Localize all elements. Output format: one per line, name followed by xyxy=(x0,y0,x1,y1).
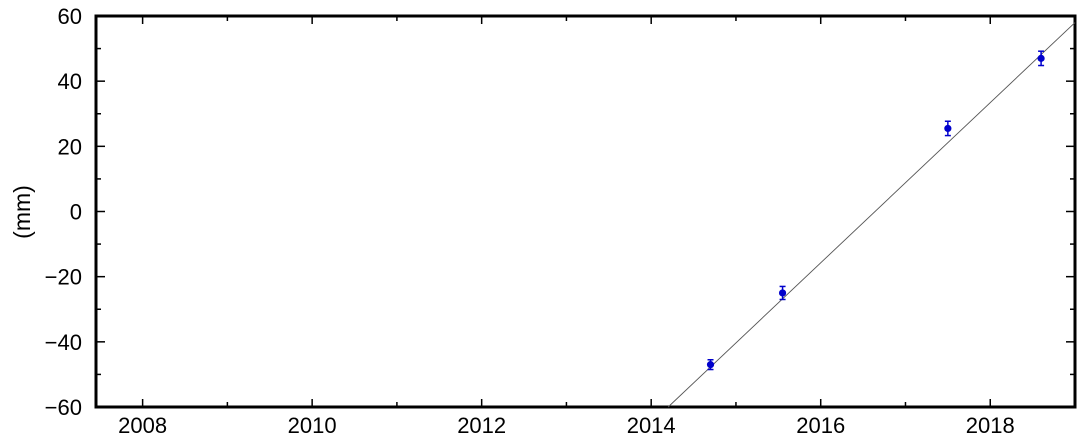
trend-line xyxy=(667,22,1076,408)
axis-ticks xyxy=(96,15,1076,408)
x-tick-label: 2018 xyxy=(966,413,1015,438)
x-tick-label: 2010 xyxy=(288,413,337,438)
data-point xyxy=(706,361,715,369)
plot-frame-group xyxy=(94,14,1077,409)
trend-line-group xyxy=(667,22,1076,408)
data-point xyxy=(944,124,952,133)
x-tick-label: 2012 xyxy=(457,413,506,438)
data-points xyxy=(706,50,1045,371)
y-tick-label: 60 xyxy=(58,4,82,29)
y-tick-label: 40 xyxy=(58,69,82,94)
plot-frame xyxy=(94,14,1077,409)
axis-tick-labels: 2008 2010 2012 2014 2016 2018 −60 −40 −20 0 20 40 60 xyxy=(45,4,1015,438)
y-tick-label: 0 xyxy=(70,200,82,225)
x-tick-label: 2014 xyxy=(627,413,676,438)
y-tick-label: −20 xyxy=(45,265,82,290)
data-point xyxy=(778,289,787,297)
data-point xyxy=(1037,54,1045,62)
y-tick-label: 20 xyxy=(58,134,82,159)
x-tick-label: 2008 xyxy=(118,413,167,438)
y-tick-label: −60 xyxy=(45,395,82,420)
y-tick-label: −40 xyxy=(45,330,82,355)
y-axis-label: (mm) xyxy=(9,185,35,239)
x-tick-label: 2016 xyxy=(796,413,845,438)
